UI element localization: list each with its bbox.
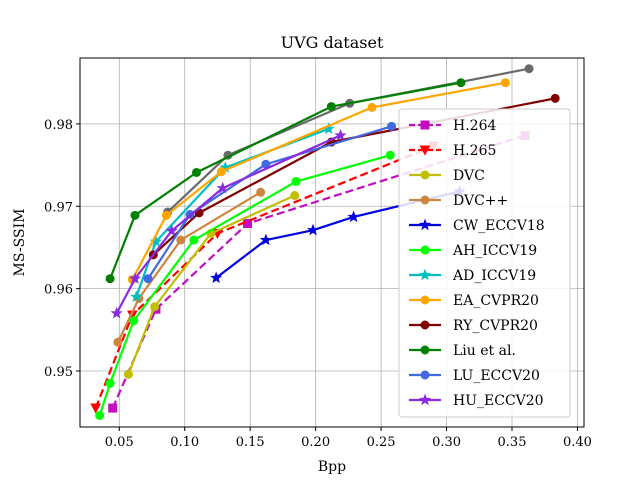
- legend-label: H.264: [453, 118, 496, 134]
- series-3-point: [113, 337, 123, 347]
- axes-frame: [79, 57, 585, 428]
- series-1-point: [90, 403, 102, 414]
- y-axis: 0.95 0.96 0.97 0.98: [44, 118, 80, 380]
- series-7-point: [367, 102, 377, 112]
- series-5-line: [98, 154, 391, 416]
- x-tick-label: 0.40: [563, 435, 592, 450]
- legend-marker: [420, 370, 430, 380]
- series-8-point: [550, 93, 560, 103]
- y-axis-label: MS-SSIM: [12, 209, 28, 277]
- series-4-point: [306, 223, 320, 236]
- series-11-point: [165, 224, 178, 237]
- series-10-point: [143, 274, 153, 284]
- legend-marker: [420, 195, 430, 205]
- x-tick-label: 0.10: [170, 435, 199, 450]
- series-5-point: [189, 235, 199, 245]
- x-axis-label: Bpp: [318, 459, 346, 475]
- legend-marker: [420, 245, 430, 255]
- series-9-point: [130, 210, 140, 220]
- series-2-point: [290, 191, 300, 201]
- series-1-line: [94, 145, 434, 409]
- legend-marker: [418, 218, 432, 231]
- x-tick-label: 0.20: [301, 435, 330, 450]
- series-9-point: [326, 102, 336, 112]
- legend-label: CW_ECCV18: [453, 218, 545, 234]
- x-tick-label: 0.25: [367, 435, 396, 450]
- series-2-point: [150, 302, 160, 312]
- series-6-point: [130, 290, 143, 303]
- series-2-point: [123, 369, 133, 379]
- series-3-point: [256, 187, 266, 197]
- legend: H.264 H.265 DVC DVC++ CW_ECCV18 AH_ICCV19 AD_I…: [398, 108, 571, 418]
- series-2-line: [127, 194, 296, 375]
- plot-area: [90, 64, 560, 420]
- legend-marker: [420, 295, 430, 305]
- series-9-point: [105, 274, 115, 284]
- legend-label: H.265: [453, 143, 496, 159]
- series-10-line: [147, 125, 392, 280]
- series-3-point: [176, 235, 186, 245]
- series-4-point: [210, 271, 223, 284]
- series-4-point: [259, 233, 273, 246]
- legend-marker: [418, 393, 432, 406]
- legend-label: AD_ICCV19: [452, 268, 536, 284]
- legend-marker: [419, 145, 431, 156]
- series-9-series: [105, 78, 466, 284]
- series-11-point: [110, 306, 123, 319]
- series-5-series: [95, 150, 395, 420]
- x-tick-label: 0.15: [236, 435, 265, 450]
- series-11-point: [334, 128, 347, 141]
- series-11-point: [216, 181, 229, 194]
- y-tick-label: 0.95: [44, 365, 73, 380]
- series-9-point: [456, 78, 466, 88]
- series-5-point: [105, 378, 115, 388]
- series-7-point: [216, 167, 226, 177]
- legend-label: HU_ECCV20: [453, 393, 544, 409]
- series-7-point: [161, 210, 171, 220]
- series-5-point: [291, 177, 301, 187]
- legend-marker: [420, 170, 430, 180]
- series-11-series: [110, 128, 347, 319]
- x-tick-label: 0.35: [498, 435, 527, 450]
- legend-label: AH_ICCV19: [452, 243, 537, 259]
- series-10-point: [387, 121, 397, 131]
- series-4-point: [347, 210, 360, 223]
- legend-label: DVC: [453, 168, 485, 184]
- legend-label: DVC++: [453, 193, 508, 209]
- y-tick-label: 0.97: [44, 200, 73, 215]
- series-5-point: [95, 410, 105, 420]
- legend-marker: [418, 268, 432, 281]
- legend-marker: [420, 345, 430, 355]
- series-9-point: [192, 167, 202, 177]
- legend-box: [398, 108, 571, 418]
- series-2-series: [123, 191, 300, 379]
- gray-point: [524, 64, 534, 74]
- legend-label: EA_CVPR20: [453, 293, 539, 309]
- legend-label: RY_CVPR20: [453, 318, 538, 334]
- series-3-line: [116, 191, 262, 343]
- x-tick-label: 0.30: [432, 435, 461, 450]
- x-tick-label: 0.05: [105, 435, 134, 450]
- y-tick-label: 0.96: [44, 283, 73, 298]
- y-tick-label: 0.98: [44, 118, 73, 133]
- legend-marker: [420, 120, 430, 130]
- series-5-point: [129, 316, 139, 326]
- legend-label: LU_ECCV20: [453, 368, 540, 384]
- series-7-point: [500, 78, 510, 88]
- legend-label: Liu et al.: [453, 343, 516, 359]
- series-0-point: [108, 403, 118, 413]
- series-11-point: [128, 272, 142, 284]
- series-6-series: [130, 122, 335, 303]
- legend-marker: [420, 320, 430, 330]
- x-axis: 0.05 0.10 0.15 0.20 0.25 0.30 0.35 0.40: [105, 427, 592, 450]
- chart-title: UVG dataset: [281, 33, 384, 52]
- series-5-point: [385, 150, 395, 160]
